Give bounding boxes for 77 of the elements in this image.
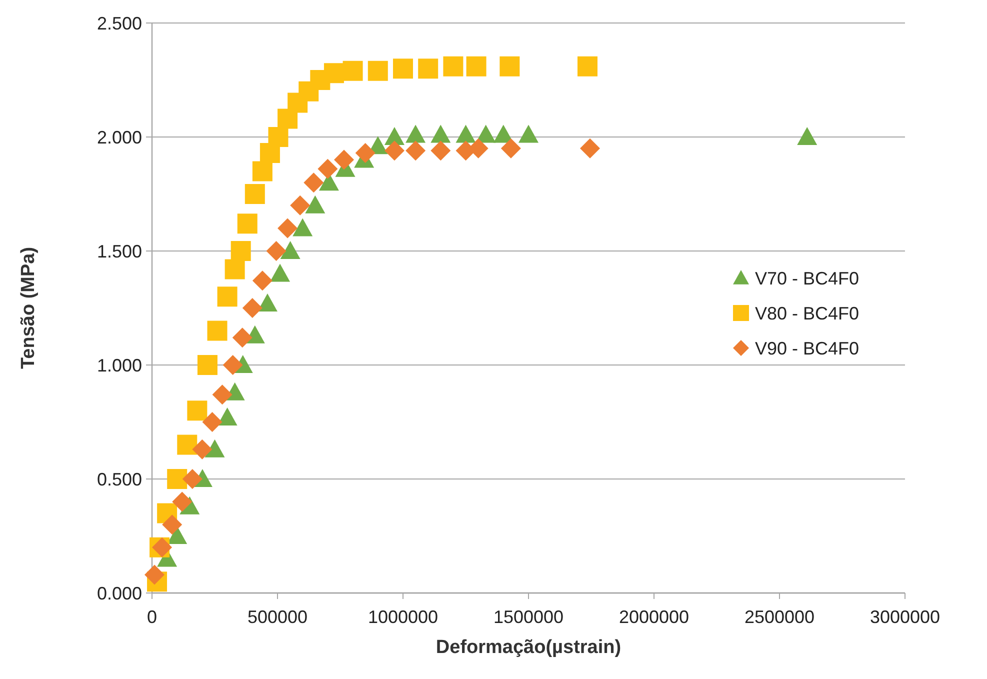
y-tick-label: 2.000 (96, 127, 142, 148)
point (797, 127, 818, 145)
point (500, 138, 521, 158)
point (342, 60, 363, 81)
point (406, 140, 426, 161)
point (518, 124, 538, 143)
point (278, 108, 298, 129)
x-tick-label: 1000000 (368, 607, 438, 627)
legend-label: V70 - BC4F0 (755, 268, 860, 288)
x-tick-label: 0 (146, 607, 158, 627)
point (192, 439, 212, 460)
y-tick-label: 1.000 (96, 355, 142, 376)
point (355, 142, 376, 163)
legend-label: V90 - BC4F0 (755, 338, 860, 358)
point (232, 328, 252, 348)
point (177, 434, 198, 455)
point (443, 56, 464, 76)
point (384, 127, 404, 145)
point (430, 124, 451, 143)
x-tick-label: 3000000 (870, 607, 940, 627)
point (500, 56, 520, 76)
point (270, 264, 290, 282)
point (304, 172, 324, 193)
x-tick-label: 2500000 (744, 607, 815, 627)
point (493, 124, 514, 143)
point (290, 195, 310, 216)
point (430, 140, 451, 161)
point (237, 214, 258, 234)
point (278, 218, 298, 238)
point (212, 384, 232, 405)
point (187, 400, 208, 421)
point (217, 407, 238, 426)
point (202, 412, 222, 432)
x-axis-title: Deformação(µstrain) (436, 637, 622, 658)
point (384, 140, 404, 161)
point (268, 127, 288, 147)
point (222, 355, 243, 375)
point (144, 564, 165, 585)
point (252, 270, 272, 291)
point (280, 241, 300, 259)
point (318, 158, 338, 179)
point (182, 469, 202, 489)
y-tick-label: 1.500 (96, 241, 142, 262)
x-tick-label: 500000 (247, 607, 308, 627)
point (334, 150, 354, 170)
point (406, 124, 426, 143)
point (324, 63, 344, 84)
legend-label: V80 - BC4F0 (755, 303, 860, 324)
x-tick-label: 1500000 (493, 607, 564, 627)
point (266, 241, 286, 261)
point (197, 355, 218, 375)
y-tick-label: 0.500 (96, 469, 142, 490)
point (244, 184, 265, 204)
point (368, 60, 388, 81)
point (204, 439, 225, 458)
point (252, 161, 272, 182)
point (292, 218, 313, 236)
point (418, 58, 438, 79)
y-tick-label: 2.500 (96, 13, 142, 34)
y-axis-title: Tensão (MPa) (18, 246, 39, 370)
point (167, 469, 188, 489)
y-tick-label: 0.000 (96, 583, 142, 604)
point (305, 195, 326, 214)
point (217, 286, 238, 307)
point (580, 138, 600, 158)
point (257, 293, 278, 312)
point (577, 56, 598, 76)
point (230, 241, 251, 261)
point (224, 259, 245, 280)
point (172, 492, 192, 512)
point (207, 320, 228, 341)
point (393, 58, 413, 79)
point (162, 514, 182, 535)
point (456, 124, 476, 143)
x-tick-label: 2000000 (618, 607, 690, 627)
point (242, 298, 262, 318)
point (466, 56, 486, 76)
